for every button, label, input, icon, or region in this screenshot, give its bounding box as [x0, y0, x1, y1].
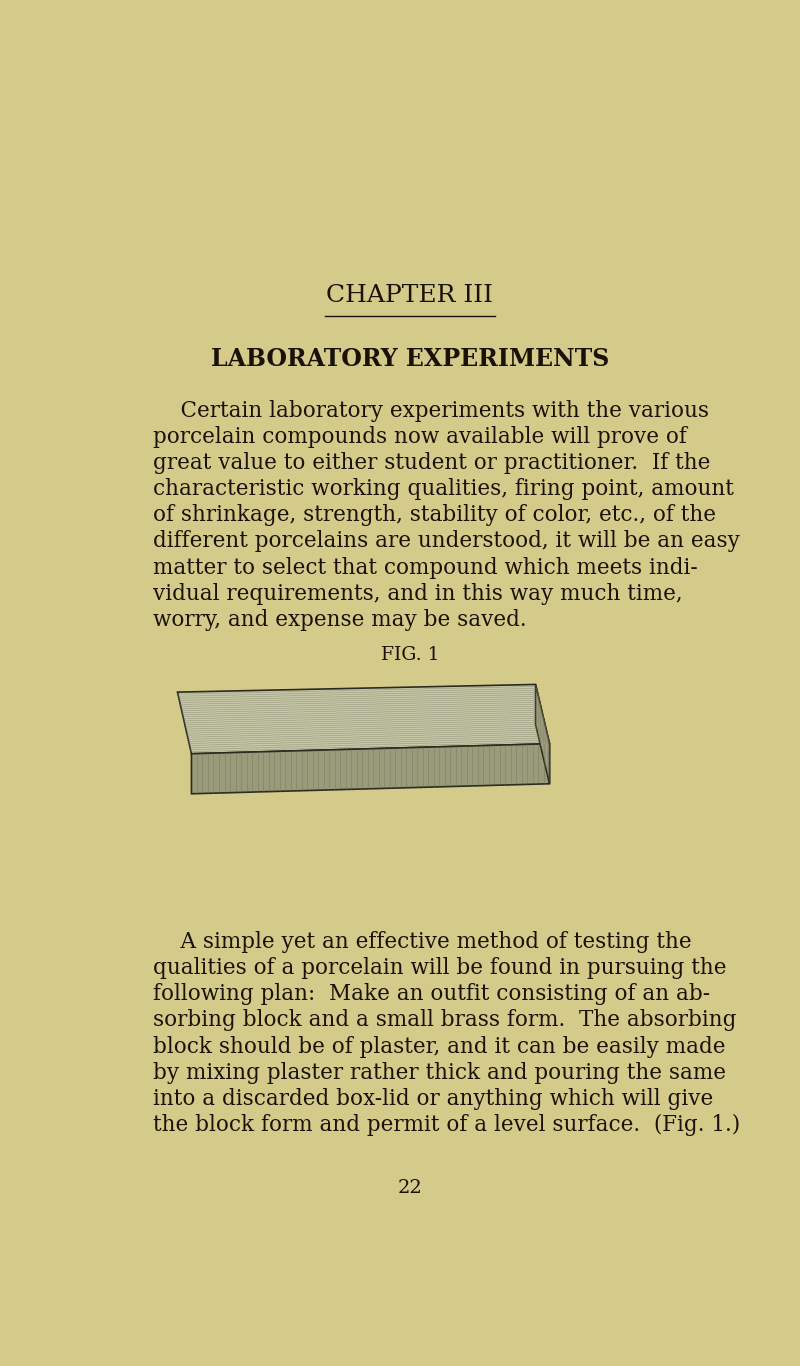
Text: following plan:  Make an outfit consisting of an ab-: following plan: Make an outfit consistin… [153, 984, 710, 1005]
Text: vidual requirements, and in this way much time,: vidual requirements, and in this way muc… [153, 583, 682, 605]
Text: different porcelains are understood, it will be an easy: different porcelains are understood, it … [153, 530, 739, 552]
Text: sorbing block and a small brass form.  The absorbing: sorbing block and a small brass form. Th… [153, 1009, 736, 1031]
Text: 22: 22 [398, 1179, 422, 1197]
Polygon shape [535, 684, 550, 784]
Text: FIG. 1: FIG. 1 [381, 646, 439, 664]
Text: of shrinkage, strength, stability of color, etc., of the: of shrinkage, strength, stability of col… [153, 504, 716, 526]
Text: worry, and expense may be saved.: worry, and expense may be saved. [153, 609, 526, 631]
Text: porcelain compounds now available will prove of: porcelain compounds now available will p… [153, 426, 686, 448]
Text: the block form and permit of a level surface.  (Fig. 1.): the block form and permit of a level sur… [153, 1115, 740, 1137]
Text: by mixing plaster rather thick and pouring the same: by mixing plaster rather thick and pouri… [153, 1061, 726, 1083]
Text: into a discarded box-lid or anything which will give: into a discarded box-lid or anything whi… [153, 1087, 713, 1111]
Polygon shape [191, 743, 550, 794]
Text: great value to either student or practitioner.  If the: great value to either student or practit… [153, 452, 710, 474]
Text: matter to select that compound which meets indi-: matter to select that compound which mee… [153, 556, 698, 579]
Text: characteristic working qualities, firing point, amount: characteristic working qualities, firing… [153, 478, 734, 500]
Text: block should be of plaster, and it can be easily made: block should be of plaster, and it can b… [153, 1035, 726, 1057]
Text: LABORATORY EXPERIMENTS: LABORATORY EXPERIMENTS [211, 347, 609, 372]
Text: A simple yet an effective method of testing the: A simple yet an effective method of test… [153, 930, 691, 953]
Polygon shape [178, 684, 550, 754]
Text: Certain laboratory experiments with the various: Certain laboratory experiments with the … [153, 399, 709, 422]
Text: CHAPTER III: CHAPTER III [326, 284, 494, 307]
Text: qualities of a porcelain will be found in pursuing the: qualities of a porcelain will be found i… [153, 958, 726, 979]
